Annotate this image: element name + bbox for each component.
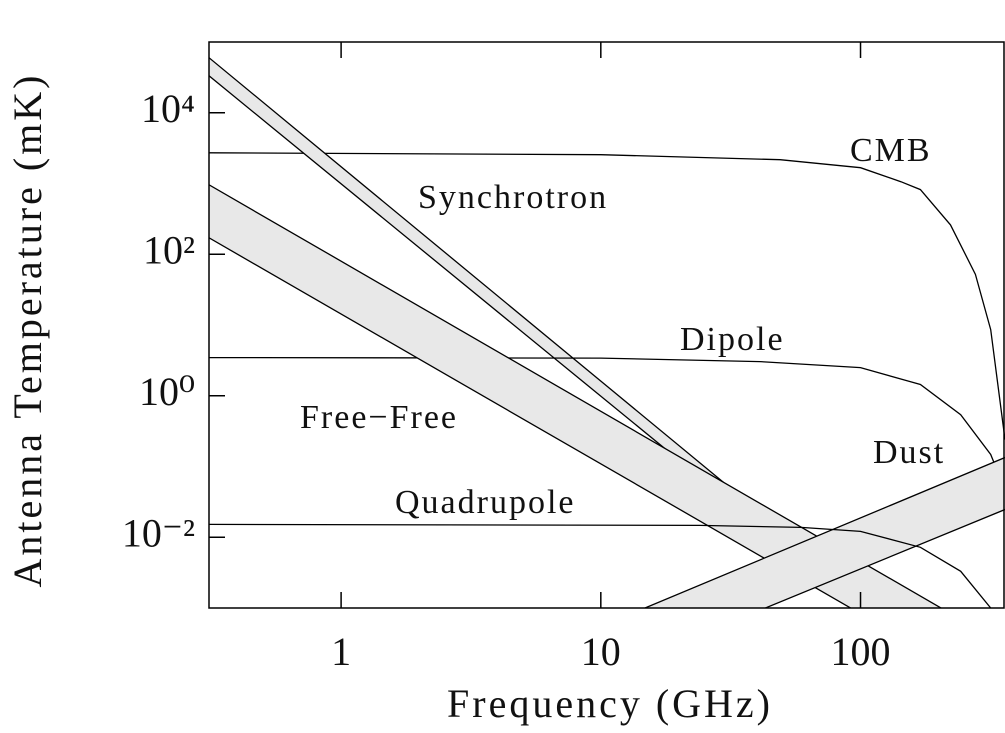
line [209,152,1005,440]
band-edge [763,508,1005,608]
x-tick-label: 1 [331,629,351,674]
series-label: Synchrotron [418,179,608,216]
y-tick-label: 10⁴ [141,86,195,131]
y-axis-title: Antenna Temperature (mK) [5,73,50,588]
plot-frame [208,41,1005,609]
line [209,523,992,608]
band-edge [209,184,943,608]
series-label: Free−Free [300,399,458,436]
series-label: Quadrupole [395,484,576,521]
series-label: CMB [850,132,932,169]
band-edge [644,456,1005,608]
y-tick-label: 10⁰ [139,369,195,414]
line [209,356,1005,490]
x-tick-label: 100 [831,629,891,674]
y-tick-label: 10² [143,227,195,272]
series-label: Dust [873,434,945,471]
band-edge [209,75,861,608]
band-edge [209,237,852,608]
plot-area [209,57,1005,608]
x-axis-title: Frequency (GHz) [447,681,773,726]
series-label: Dipole [680,321,785,358]
x-tick-label: 10 [581,629,621,674]
y-tick-label: 10⁻² [122,510,195,555]
